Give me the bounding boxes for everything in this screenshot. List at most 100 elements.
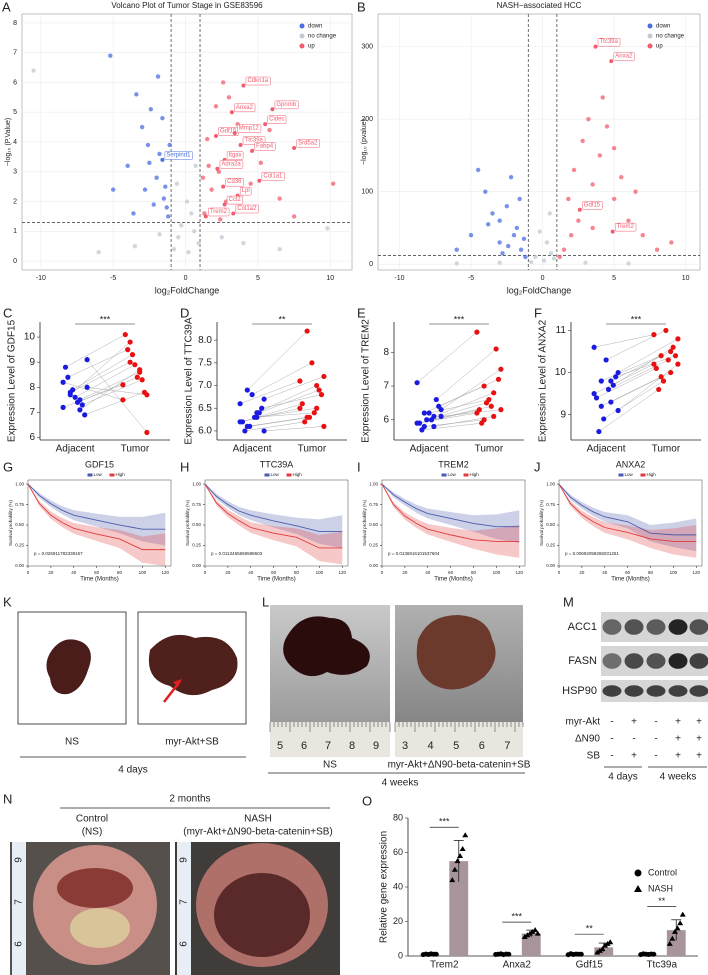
point [132, 243, 138, 249]
point [658, 353, 664, 359]
panel-letter: N [3, 791, 12, 806]
point [426, 410, 432, 416]
labelled-point [270, 107, 275, 112]
point [129, 352, 136, 358]
blot-band [646, 685, 666, 697]
x-axis-label: Time (Months) [257, 577, 295, 583]
blot-band [689, 619, 708, 635]
gene-label-box [239, 186, 252, 196]
pair-line [436, 348, 497, 400]
point [580, 138, 585, 144]
point [668, 348, 674, 355]
point [259, 405, 265, 411]
point [174, 181, 180, 186]
y-tick-label: 80 [393, 812, 403, 822]
labelled-point [221, 184, 226, 189]
point [506, 243, 511, 249]
y-tick-label: 200 [361, 116, 373, 123]
legend-swatch [264, 473, 270, 477]
point [615, 369, 621, 376]
plot-frame [204, 479, 349, 567]
pair-line [77, 377, 138, 403]
y-tick-label: 8 [29, 382, 35, 393]
x-tick-label: 100 [493, 570, 501, 575]
point [247, 423, 253, 429]
point [608, 399, 614, 405]
x-tick-label: 0 [558, 570, 561, 575]
point [254, 414, 260, 420]
pair-line [240, 380, 300, 404]
confidence-band [28, 484, 166, 566]
chart-title: ANXA2 [616, 459, 646, 469]
x-tick-label: 120 [162, 570, 170, 575]
point [65, 374, 71, 380]
y-tick-label: 0 [398, 950, 403, 960]
point [157, 151, 162, 157]
point [485, 222, 491, 227]
point [297, 405, 303, 411]
point [321, 423, 327, 429]
point [139, 377, 145, 383]
point [192, 229, 197, 234]
point [626, 261, 631, 266]
panel-letter: O [362, 793, 372, 808]
point [277, 196, 282, 201]
point [669, 935, 676, 941]
survival-line [381, 483, 520, 528]
pair-line [256, 385, 317, 413]
labelled-point [593, 44, 598, 49]
y-tick-label: 0.75 [546, 502, 555, 507]
point [424, 417, 430, 423]
labelled-point [232, 131, 237, 136]
point [306, 414, 313, 420]
point [497, 260, 502, 265]
liver [148, 634, 238, 696]
point [148, 107, 154, 112]
ruler-number: 6 [301, 740, 307, 752]
x-tick-label: 10 [326, 275, 334, 282]
group-subtitle: (myr-Akt+ΔN90-beta-catenin+SB) [183, 827, 333, 838]
gene-label: Col1a1 [263, 173, 283, 179]
significance: *** [439, 817, 450, 827]
point [142, 187, 148, 192]
point [511, 232, 517, 238]
survival-line [27, 483, 166, 530]
x-tick-label: Adjacent [233, 444, 272, 455]
point [457, 852, 464, 858]
point [167, 142, 172, 148]
y-tick-label: 5 [13, 109, 17, 116]
ruler-number: 3 [402, 740, 408, 752]
point [597, 153, 603, 158]
x-tick-label: -5 [110, 275, 116, 282]
x-tick-label: Tumor [652, 444, 681, 455]
protein-label: FASN [568, 655, 597, 667]
y-axis-label: Expression Level of GDF15 [7, 319, 18, 442]
legend-label: no change [656, 34, 685, 40]
x-axis-label: log₂FoldChange [155, 285, 220, 295]
point [125, 163, 130, 169]
pair-line [256, 408, 317, 418]
point [483, 189, 488, 194]
labelled-point [250, 148, 255, 153]
gene-label: Anxa2 [615, 54, 633, 60]
point [132, 362, 138, 368]
legend-label: up [308, 44, 315, 50]
ruler [395, 722, 523, 757]
blot-band [602, 685, 622, 697]
legend-label: down [308, 24, 322, 30]
pair-line [261, 394, 322, 409]
point [514, 225, 520, 231]
point [571, 167, 577, 173]
point [416, 420, 423, 426]
point [239, 419, 246, 425]
point [302, 419, 308, 425]
point [209, 187, 214, 192]
x-tick-label: 120 [339, 570, 347, 575]
x-tick-label: 0 [541, 275, 545, 282]
y-tick-label: 0.75 [15, 502, 24, 507]
group-title: Control [76, 814, 108, 825]
legend-swatch [647, 43, 653, 49]
labelled-point [609, 59, 614, 64]
point [318, 392, 325, 398]
duration: 2 months [169, 794, 210, 805]
